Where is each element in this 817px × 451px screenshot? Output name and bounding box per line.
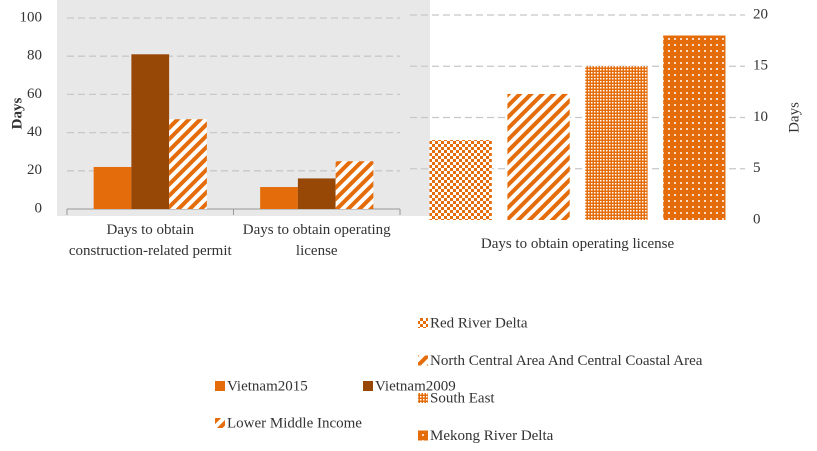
legend-label: South East <box>430 390 495 406</box>
legend-swatch <box>418 393 428 403</box>
y-tick-label: 0 <box>753 211 761 227</box>
y-tick-label: 60 <box>27 86 42 102</box>
x-tick-label: Days to obtain operating license <box>242 222 391 259</box>
y-tick-label: 10 <box>753 109 768 125</box>
y-tick-label: 40 <box>27 124 42 140</box>
y-tick-label: 20 <box>27 162 42 178</box>
y-tick-label: 80 <box>27 48 42 64</box>
legend-label: Vietnam2009 <box>375 378 456 394</box>
x-tick-label: Days to obtain operating license <box>480 236 675 252</box>
legend-swatch <box>418 355 428 366</box>
bar <box>663 35 726 220</box>
bar <box>507 93 570 220</box>
bar <box>131 54 170 209</box>
y-axis-label: Days <box>9 98 25 130</box>
legend-label: Red River Delta <box>430 315 528 331</box>
x-tick-label: Days to obtain construction-related perm… <box>68 222 232 259</box>
y-tick-label: 100 <box>20 9 43 25</box>
bar <box>429 140 492 220</box>
bar <box>93 166 132 209</box>
bar <box>169 119 207 209</box>
bar <box>335 161 374 209</box>
y-tick-label: 20 <box>753 6 768 22</box>
legend-swatch <box>215 418 225 428</box>
legend-swatch <box>418 430 428 441</box>
legend-label: Mekong River Delta <box>430 428 554 444</box>
legend-label: Vietnam2015 <box>227 378 308 394</box>
legend-swatch <box>418 318 428 328</box>
y-axis-label: Days <box>786 102 802 133</box>
y-tick-label: 15 <box>753 58 768 74</box>
bar <box>297 178 336 209</box>
legend-label: Lower Middle Income <box>227 415 362 431</box>
legend-swatch <box>363 381 373 391</box>
bar <box>260 187 298 209</box>
y-tick-label: 5 <box>753 160 761 176</box>
bar <box>585 66 648 220</box>
legend-label: North Central Area And Central Coastal A… <box>430 353 703 369</box>
legend-swatch <box>215 381 225 391</box>
y-tick-label: 0 <box>35 200 43 216</box>
